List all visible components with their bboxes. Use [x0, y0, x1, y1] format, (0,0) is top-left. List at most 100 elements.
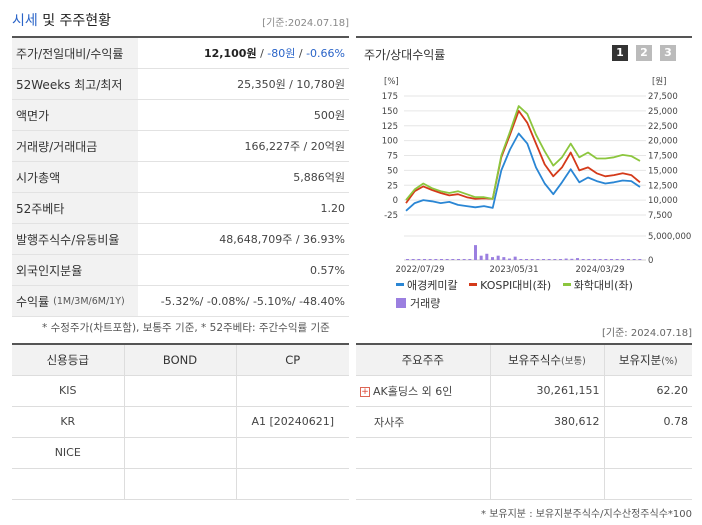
volume-bar [491, 257, 494, 260]
x-tick-label: 2024/03/29 [576, 265, 625, 274]
volume-bar [485, 253, 489, 260]
separator: / [256, 47, 268, 60]
right-tick-label: 27,500 [648, 92, 678, 102]
volume-bar [479, 255, 483, 260]
volume-bar [457, 259, 460, 260]
table-cell [12, 468, 125, 500]
table-row: + AK홀딩스 외 6인 30,261,151 62.20 [356, 375, 692, 407]
holder-name: 자사주 [356, 406, 491, 438]
table-header-row: 주요주주 보유주식수(보통) 보유지분(%) [356, 344, 692, 376]
chart-legend: 애경케미칼 KOSPI대비(좌) 화학대비(좌) 거래량 [396, 276, 641, 311]
row-label: 수익률 (1M/3M/6M/1Y) [12, 286, 138, 316]
row-value: 48,648,709주 / 36.93% [219, 233, 345, 246]
volume-bar [411, 259, 415, 260]
row-label: 거래량/거래대금 [12, 131, 138, 161]
series-line [405, 110, 641, 204]
left-axis-unit: [%] [384, 77, 399, 87]
volume-bar [468, 259, 472, 260]
x-tick-label: 2022/07/29 [396, 265, 445, 274]
row-value: 166,227주 / 20억원 [244, 140, 345, 153]
volume-bar [451, 259, 455, 260]
volume-bar [513, 256, 517, 260]
series-line [405, 132, 641, 212]
row-label: 발행주식수/유동비율 [12, 224, 138, 254]
table-cell: A1 [20240621] [236, 406, 349, 438]
label-sub: (1M/3M/6M/1Y) [53, 295, 125, 307]
chart-panel: 주가/상대수익률 1 2 3 [%] [원] 175 150 125 100 75 50 2… [356, 36, 692, 310]
change-value: -80원 [267, 47, 296, 60]
table-row [356, 437, 692, 469]
x-axis-ticks: 2022/07/29 2023/05/31 2024/03/29 [396, 265, 625, 274]
holder-pct [604, 468, 692, 500]
header-sub: (%) [661, 355, 678, 367]
major-shareholders-table: 주요주주 보유주식수(보통) 보유지분(%) + AK홀딩스 외 6인 30,26… [356, 343, 692, 500]
left-tick-label: 175 [382, 92, 398, 102]
volume-bar [553, 259, 557, 260]
legend-item[interactable]: 애경케미칼 [396, 277, 458, 293]
table-cell [124, 468, 237, 500]
volume-bar [598, 259, 602, 260]
left-tick-label: 0 [393, 196, 398, 206]
left-axis-ticks: 175 150 125 100 75 50 25 0 -25 [382, 92, 398, 221]
right-tick-label: 17,500 [648, 152, 678, 162]
table-cell: NICE [12, 437, 125, 469]
volume-bar [502, 257, 506, 260]
row-label: 시가총액 [12, 162, 138, 192]
holder-pct: 0.78 [604, 406, 692, 438]
title-highlight: 시세 [12, 13, 38, 29]
row-value: 25,350원 / 10,780원 [237, 78, 345, 91]
expand-plus-icon[interactable]: + [360, 386, 370, 397]
row-label: 주가/전일대비/수익률 [12, 38, 138, 68]
legend-swatch [396, 283, 404, 286]
legend-swatch [396, 297, 406, 308]
volume-bars [406, 245, 642, 260]
holder-shares: 380,612 [490, 406, 605, 438]
right-tick-label: 7,500 [648, 211, 672, 221]
table-cell [124, 406, 237, 438]
volume-bar [570, 258, 574, 260]
volume-bar [564, 258, 568, 260]
column-header: CP [236, 344, 349, 376]
table-cell [236, 375, 349, 407]
table-cell [236, 437, 349, 469]
table-row: 52Weeks 최고/최저 25,350원 / 10,780원 [12, 69, 349, 100]
right-tick-label: 22,500 [648, 122, 678, 132]
row-value: -5.32%/ -0.08%/ -5.10%/ -48.40% [160, 294, 345, 308]
volume-bar [428, 259, 432, 260]
volume-bar [638, 259, 642, 260]
legend-item[interactable]: KOSPI대비(좌) [469, 277, 551, 293]
table-row: 수익률 (1M/3M/6M/1Y) -5.32%/ -0.08%/ -5.10%/… [12, 286, 349, 317]
volume-bar [406, 259, 409, 260]
holder-shares [490, 468, 605, 500]
volume-bar [508, 258, 511, 260]
table-row [356, 468, 692, 500]
table-row [12, 468, 349, 500]
chart-page-3-button[interactable]: 3 [660, 45, 676, 61]
series-line [405, 105, 641, 201]
table-row: 주가/전일대비/수익률 12,100원 / -80원 / -0.66% [12, 38, 349, 69]
volume-bar [559, 259, 562, 260]
legend-item[interactable]: 화학대비(좌) [562, 277, 633, 293]
volume-bar [417, 259, 421, 260]
price-value: 12,100원 [204, 47, 257, 60]
volume-bar [547, 259, 551, 260]
chart-page-2-button[interactable]: 2 [636, 45, 652, 61]
volume-bar [525, 259, 528, 260]
volume-bar [581, 259, 585, 260]
chart-page-1-button[interactable]: 1 [612, 45, 628, 61]
legend-label: 거래량 [410, 296, 441, 310]
market-info-table: 주가/전일대비/수익률 12,100원 / -80원 / -0.66% 52We… [12, 36, 349, 317]
table-row: KR A1 [20240621] [12, 406, 349, 438]
column-header: 보유주식수(보통) [490, 344, 605, 376]
row-value: 1.20 [320, 201, 346, 215]
label-main: 수익률 [16, 294, 50, 309]
right-axis-ticks: 27,500 25,000 22,500 20,000 17,500 15,000 12,5… [648, 92, 691, 266]
column-header: 보유지분(%) [604, 344, 692, 376]
row-value: 0.57% [310, 263, 345, 277]
holder-shares: 30,261,151 [490, 375, 605, 407]
row-label: 52주베타 [12, 193, 138, 223]
legend-item[interactable]: 거래량 [396, 295, 440, 311]
volume-bar [627, 259, 630, 260]
column-header: 주요주주 [356, 344, 491, 376]
legend-swatch [469, 283, 478, 286]
